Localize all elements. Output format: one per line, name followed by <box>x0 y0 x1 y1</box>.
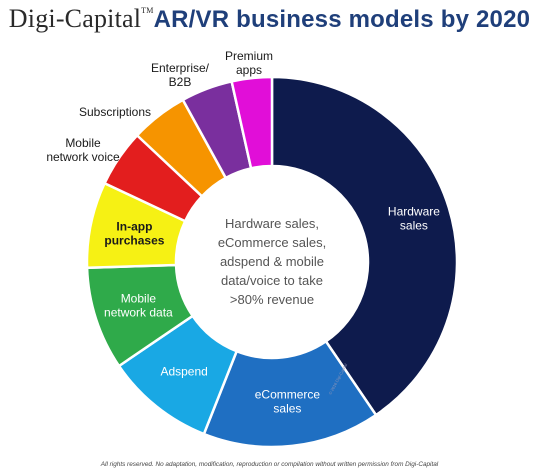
label-mobile-network-voice: Mobile network voice <box>46 136 120 164</box>
label-hardware-sales: Hardware sales <box>388 204 440 232</box>
copyright-footer: All rights reserved. No adaptation, modi… <box>100 461 439 468</box>
label-subscriptions: Subscriptions <box>79 105 151 119</box>
label-adspend: Adspend <box>160 365 207 379</box>
label-mobile-network-data: Mobile network data <box>104 291 173 319</box>
label-enterprise-b2b: Enterprise/B2B <box>151 61 210 89</box>
slice-hardware-sales <box>270 75 459 417</box>
brand-name: Digi-Capital <box>8 4 142 33</box>
center-annotation: Hardware sales, eCommerce sales, adspend &… <box>218 216 326 307</box>
slice-premium-apps <box>230 75 274 170</box>
label-in-app-purchases: In-app purchases <box>104 220 164 248</box>
label-ecommerce-sales: eCommerce sales <box>255 388 321 416</box>
chart-title: Digi-CapitalTMAR/VR business models by 2… <box>0 4 539 34</box>
slice-labels: Hardware sales eCommerce sales Adspend Mobile… <box>46 49 440 416</box>
brand-logo: Digi-CapitalTM <box>9 4 154 33</box>
brand-trademark: TM <box>141 6 154 15</box>
slices <box>85 75 459 449</box>
title-text: AR/VR business models by 2020 <box>153 6 531 33</box>
label-premium-apps: Premium apps <box>225 49 273 77</box>
